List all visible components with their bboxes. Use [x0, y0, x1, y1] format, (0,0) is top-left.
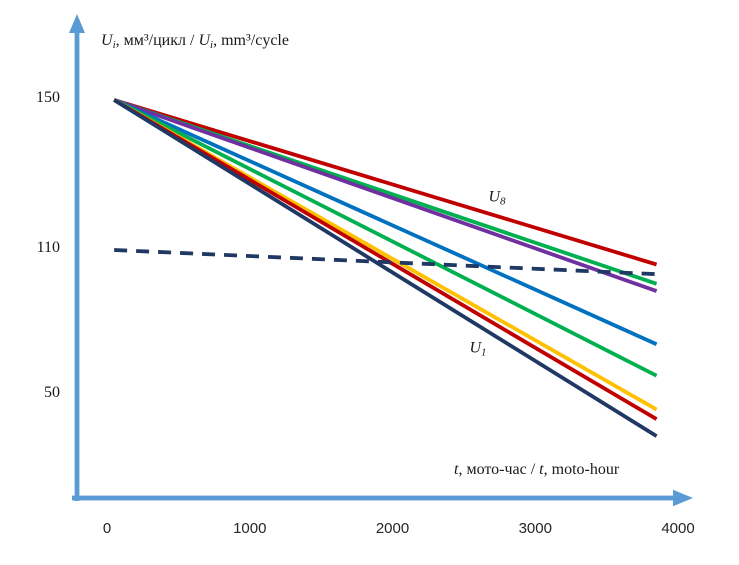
- series-U5-line: [113, 98, 658, 346]
- axes-layer: [69, 14, 693, 507]
- annotation-u1: U1: [469, 340, 486, 359]
- x-axis-title-end: , moto-hour: [543, 461, 620, 478]
- x-axis-title-var2: t: [539, 461, 544, 478]
- x-axis-title: t, мото-час / t, moto-hour: [454, 461, 619, 479]
- series-U1-line: [113, 98, 658, 438]
- y-axis-line: [74, 28, 80, 501]
- series-threshold-line: [114, 248, 657, 277]
- annotation-u8-sub: 8: [500, 195, 506, 208]
- x-tick-label: 4000: [661, 520, 695, 537]
- x-axis-line: [72, 495, 675, 501]
- y-tick-label: 50: [44, 384, 60, 401]
- y-axis-title-var1: U: [101, 32, 113, 49]
- x-tick-label: 3000: [518, 520, 552, 537]
- annotation-u1-var: U: [469, 339, 482, 357]
- x-tick-label: 2000: [375, 520, 410, 537]
- annotation-u8-var: U: [488, 188, 501, 206]
- series-U2-line: [113, 98, 658, 421]
- y-axis-title-mid: , мм³/цикл /: [115, 32, 199, 49]
- annotation-u1-sub: 1: [481, 346, 487, 359]
- y-tick-label: 110: [36, 239, 60, 256]
- x-tick-label: 1000: [233, 520, 267, 537]
- series-U8-line: [113, 98, 658, 267]
- y-axis-title-sub2: i: [210, 39, 214, 51]
- y-axis-title-sub1: i: [112, 39, 116, 51]
- x-axis-title-var1: t: [454, 461, 459, 478]
- y-axis-title-var2: U: [198, 32, 211, 49]
- y-axis-title: Ui, мм³/цикл / Ui, mm³/cycle: [101, 32, 289, 51]
- series-layer: [113, 98, 658, 438]
- y-axis-title-end: , mm³/cycle: [213, 32, 289, 49]
- x-axis-arrowhead-icon: [673, 489, 693, 507]
- annotation-u8: U8: [488, 189, 505, 208]
- y-tick-label: 150: [36, 89, 60, 106]
- y-axis-arrowhead-icon: [69, 14, 85, 33]
- x-axis-title-mid: , мото-час /: [458, 461, 540, 478]
- series-U6-line: [113, 98, 658, 293]
- x-tick-label: 0: [102, 520, 112, 537]
- series-U4-line: [113, 98, 658, 378]
